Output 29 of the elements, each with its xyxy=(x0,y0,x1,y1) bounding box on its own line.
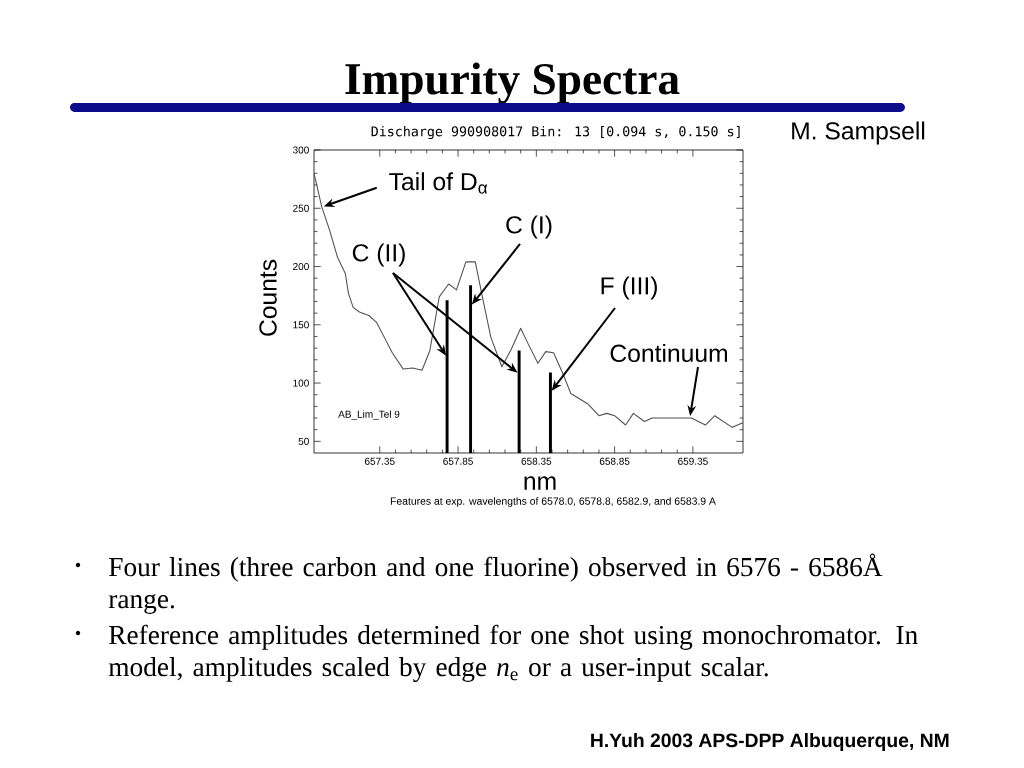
y-tick-label: 200 xyxy=(293,262,309,271)
annotation: Tail of D$_{α}$ xyxy=(389,172,488,194)
text: Reference amplitudes determined for one shot using monochromator. In model, amplitudes scaled by edge n$_{e}$ or a user-input scalar. xyxy=(108,624,918,682)
text: Four lines (three carbon and one fluorine) observed in 6576 - 6586Å range. xyxy=(108,553,883,614)
y-axis-title: Counts xyxy=(259,259,277,336)
annotation: C (I) xyxy=(506,215,552,239)
x-tick-label: 658.85 xyxy=(599,457,630,465)
y-tick-label: 300 xyxy=(292,146,309,154)
text: • xyxy=(75,630,81,636)
annotation: C (II) xyxy=(352,243,405,267)
x-tick-label: 659.35 xyxy=(678,457,708,465)
chart-title: Impurity Spectra xyxy=(345,62,680,104)
x-tick-label: 657.35 xyxy=(364,457,395,465)
y-tick-label: 50 xyxy=(298,437,309,445)
chart-subtitle: Discharge 990908017 Bin: 13 [0.094 s, 0.150 s] xyxy=(371,126,740,140)
text: Features at exp. wavelengths of 6578.0, 6578.8, 6582.9, and 6583.9 A xyxy=(390,497,716,507)
text: M. Sampsell xyxy=(792,121,925,145)
annotation: AB_Lim_Tel 9 xyxy=(338,410,400,420)
annotation: Continuum xyxy=(610,343,727,363)
text: H.Yuh 2003 APS-DPP Albuquerque, NM xyxy=(591,732,949,752)
x-tick-label: 658.35 xyxy=(521,457,552,465)
y-tick-label: 150 xyxy=(293,321,309,329)
y-tick-label: 100 xyxy=(293,379,309,387)
x-tick-label: 657.85 xyxy=(443,457,473,465)
y-tick-label: 250 xyxy=(293,204,309,212)
annotation: F (III) xyxy=(601,276,657,300)
text: • xyxy=(75,562,81,568)
x-axis-title: nm xyxy=(524,476,556,490)
line-series xyxy=(314,172,744,428)
